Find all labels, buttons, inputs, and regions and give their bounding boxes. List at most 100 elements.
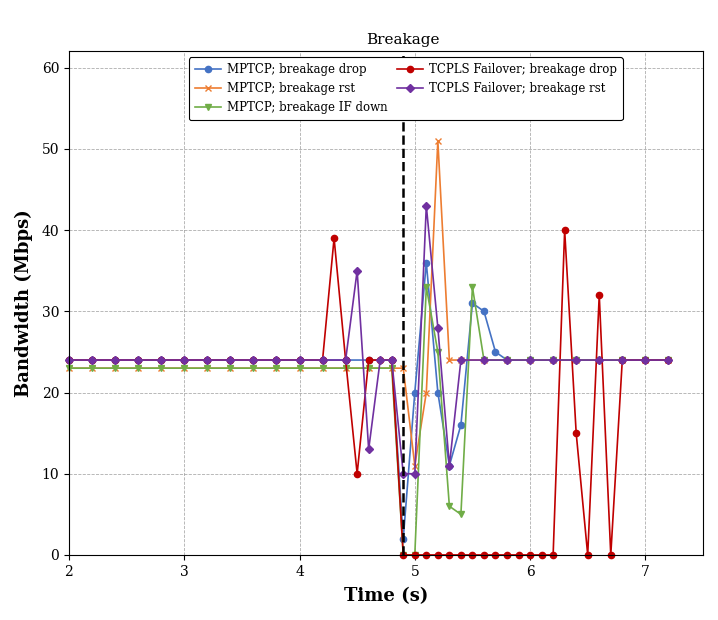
MPTCP; breakage rst xyxy=(399,365,408,372)
MPTCP; breakage rst xyxy=(134,365,142,372)
TCPLS Failover; breakage rst xyxy=(595,356,604,364)
MPTCP; breakage rst xyxy=(445,356,454,364)
Line: MPTCP; breakage IF down: MPTCP; breakage IF down xyxy=(65,283,672,559)
MPTCP; breakage IF down xyxy=(618,356,627,364)
Line: TCPLS Failover; breakage drop: TCPLS Failover; breakage drop xyxy=(66,227,671,558)
MPTCP; breakage rst xyxy=(111,365,119,372)
TCPLS Failover; breakage rst xyxy=(226,356,235,364)
TCPLS Failover; breakage drop xyxy=(65,356,73,364)
MPTCP; breakage IF down xyxy=(468,283,477,291)
MPTCP; breakage drop xyxy=(549,356,557,364)
MPTCP; breakage IF down xyxy=(595,356,604,364)
TCPLS Failover; breakage rst xyxy=(180,356,189,364)
TCPLS Failover; breakage rst xyxy=(203,356,212,364)
TCPLS Failover; breakage rst xyxy=(376,356,385,364)
TCPLS Failover; breakage rst xyxy=(134,356,142,364)
TCPLS Failover; breakage drop xyxy=(249,356,258,364)
TCPLS Failover; breakage rst xyxy=(457,356,465,364)
TCPLS Failover; breakage rst xyxy=(399,470,408,477)
MPTCP; breakage IF down xyxy=(364,365,373,372)
TCPLS Failover; breakage drop xyxy=(445,551,454,559)
TCPLS Failover; breakage drop xyxy=(526,551,534,559)
MPTCP; breakage rst xyxy=(434,137,442,144)
MPTCP; breakage IF down xyxy=(134,365,142,372)
TCPLS Failover; breakage drop xyxy=(468,551,477,559)
TCPLS Failover; breakage drop xyxy=(572,430,580,437)
MPTCP; breakage drop xyxy=(491,348,500,356)
MPTCP; breakage drop xyxy=(641,356,650,364)
MPTCP; breakage IF down xyxy=(399,551,408,559)
MPTCP; breakage IF down xyxy=(388,365,396,372)
TCPLS Failover; breakage drop xyxy=(111,356,119,364)
MPTCP; breakage rst xyxy=(549,356,557,364)
MPTCP; breakage IF down xyxy=(88,365,96,372)
MPTCP; breakage IF down xyxy=(203,365,212,372)
MPTCP; breakage rst xyxy=(572,356,580,364)
MPTCP; breakage rst xyxy=(88,365,96,372)
MPTCP; breakage drop xyxy=(134,356,142,364)
TCPLS Failover; breakage drop xyxy=(341,356,350,364)
MPTCP; breakage IF down xyxy=(111,365,119,372)
MPTCP; breakage IF down xyxy=(572,356,580,364)
MPTCP; breakage rst xyxy=(457,356,465,364)
MPTCP; breakage IF down xyxy=(157,365,165,372)
MPTCP; breakage drop xyxy=(272,356,281,364)
MPTCP; breakage drop xyxy=(341,356,350,364)
TCPLS Failover; breakage drop xyxy=(134,356,142,364)
MPTCP; breakage rst xyxy=(503,356,511,364)
TCPLS Failover; breakage drop xyxy=(318,356,327,364)
Legend: MPTCP; breakage drop, MPTCP; breakage rst, MPTCP; breakage IF down, TCPLS Failov: MPTCP; breakage drop, MPTCP; breakage rs… xyxy=(189,58,623,120)
TCPLS Failover; breakage drop xyxy=(595,291,604,299)
MPTCP; breakage rst xyxy=(272,365,281,372)
TCPLS Failover; breakage rst xyxy=(364,446,373,453)
TCPLS Failover; breakage rst xyxy=(526,356,534,364)
MPTCP; breakage rst xyxy=(388,365,396,372)
MPTCP; breakage drop xyxy=(618,356,627,364)
MPTCP; breakage drop xyxy=(157,356,165,364)
MPTCP; breakage IF down xyxy=(411,551,419,559)
TCPLS Failover; breakage drop xyxy=(607,551,615,559)
TCPLS Failover; breakage drop xyxy=(641,356,650,364)
TCPLS Failover; breakage rst xyxy=(480,356,488,364)
MPTCP; breakage rst xyxy=(157,365,165,372)
TCPLS Failover; breakage drop xyxy=(272,356,281,364)
MPTCP; breakage IF down xyxy=(445,502,454,510)
TCPLS Failover; breakage drop xyxy=(537,551,546,559)
TCPLS Failover; breakage rst xyxy=(65,356,73,364)
TCPLS Failover; breakage rst xyxy=(503,356,511,364)
TCPLS Failover; breakage rst xyxy=(434,324,442,331)
TCPLS Failover; breakage drop xyxy=(364,356,373,364)
MPTCP; breakage drop xyxy=(65,356,73,364)
MPTCP; breakage IF down xyxy=(318,365,327,372)
TCPLS Failover; breakage drop xyxy=(88,356,96,364)
TCPLS Failover; breakage drop xyxy=(330,234,338,242)
MPTCP; breakage drop xyxy=(111,356,119,364)
TCPLS Failover; breakage rst xyxy=(341,356,350,364)
TCPLS Failover; breakage rst xyxy=(664,356,673,364)
TCPLS Failover; breakage rst xyxy=(422,202,431,210)
MPTCP; breakage rst xyxy=(203,365,212,372)
TCPLS Failover; breakage drop xyxy=(203,356,212,364)
MPTCP; breakage rst xyxy=(180,365,189,372)
TCPLS Failover; breakage drop xyxy=(584,551,592,559)
MPTCP; breakage IF down xyxy=(226,365,235,372)
MPTCP; breakage drop xyxy=(295,356,304,364)
MPTCP; breakage rst xyxy=(226,365,235,372)
TCPLS Failover; breakage rst xyxy=(157,356,165,364)
TCPLS Failover; breakage drop xyxy=(376,356,385,364)
MPTCP; breakage drop xyxy=(180,356,189,364)
MPTCP; breakage drop xyxy=(468,299,477,307)
MPTCP; breakage IF down xyxy=(180,365,189,372)
MPTCP; breakage IF down xyxy=(422,283,431,291)
TCPLS Failover; breakage drop xyxy=(295,356,304,364)
TCPLS Failover; breakage rst xyxy=(388,356,396,364)
MPTCP; breakage IF down xyxy=(295,365,304,372)
MPTCP; breakage drop xyxy=(249,356,258,364)
MPTCP; breakage drop xyxy=(422,259,431,267)
MPTCP; breakage rst xyxy=(618,356,627,364)
MPTCP; breakage rst xyxy=(422,389,431,396)
MPTCP; breakage IF down xyxy=(341,365,350,372)
Line: MPTCP; breakage rst: MPTCP; breakage rst xyxy=(65,137,672,469)
MPTCP; breakage IF down xyxy=(272,365,281,372)
TCPLS Failover; breakage rst xyxy=(272,356,281,364)
